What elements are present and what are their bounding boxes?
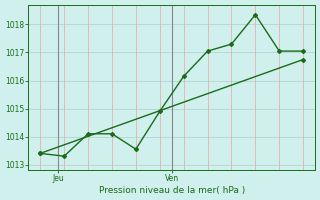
- X-axis label: Pression niveau de la mer( hPa ): Pression niveau de la mer( hPa ): [99, 186, 245, 195]
